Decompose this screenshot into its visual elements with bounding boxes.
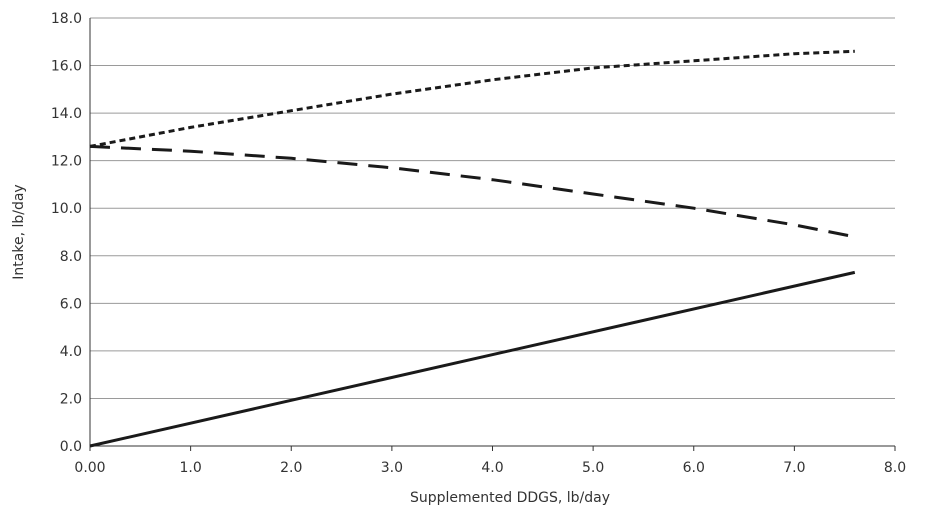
y-tick-label: 4.0 [60, 344, 82, 360]
y-axis-label: Intake, lb/day [11, 184, 27, 279]
y-tick-label: 0.0 [60, 439, 82, 455]
y-tick-label: 2.0 [60, 391, 82, 407]
x-tick-label: 5.0 [582, 460, 604, 476]
x-tick-labels: 0.00 1.0 2.0 3.0 4.0 5.0 6.0 7.0 8.0 [74, 460, 906, 476]
series-lines [89, 49, 856, 448]
series-line-solid [89, 270, 856, 448]
y-tick-label: 6.0 [60, 296, 82, 312]
x-tick-label: 1.0 [179, 460, 201, 476]
x-tick-label: 4.0 [481, 460, 503, 476]
x-tick-label: 8.0 [884, 460, 906, 476]
axes [89, 18, 896, 451]
y-tick-label: 10.0 [51, 201, 82, 217]
series-line-dashed [89, 144, 856, 239]
y-tick-label: 8.0 [60, 249, 82, 265]
x-tick-label: 7.0 [783, 460, 805, 476]
y-tick-label: 12.0 [51, 154, 82, 170]
x-axis-label: Supplemented DDGS, lb/day [410, 490, 610, 506]
y-tick-labels: 0.0 2.0 4.0 6.0 8.0 10.0 12.0 14.0 16.0 18.0 [51, 11, 82, 455]
y-tick-label: 18.0 [51, 11, 82, 27]
x-tick-label: 3.0 [381, 460, 403, 476]
y-tick-label: 14.0 [51, 106, 82, 122]
x-tick-label: 2.0 [280, 460, 302, 476]
x-tick-label: 6.0 [683, 460, 705, 476]
y-tick-label: 16.0 [51, 59, 82, 75]
x-tick-label: 0.00 [74, 460, 105, 476]
gridlines [90, 17, 895, 399]
